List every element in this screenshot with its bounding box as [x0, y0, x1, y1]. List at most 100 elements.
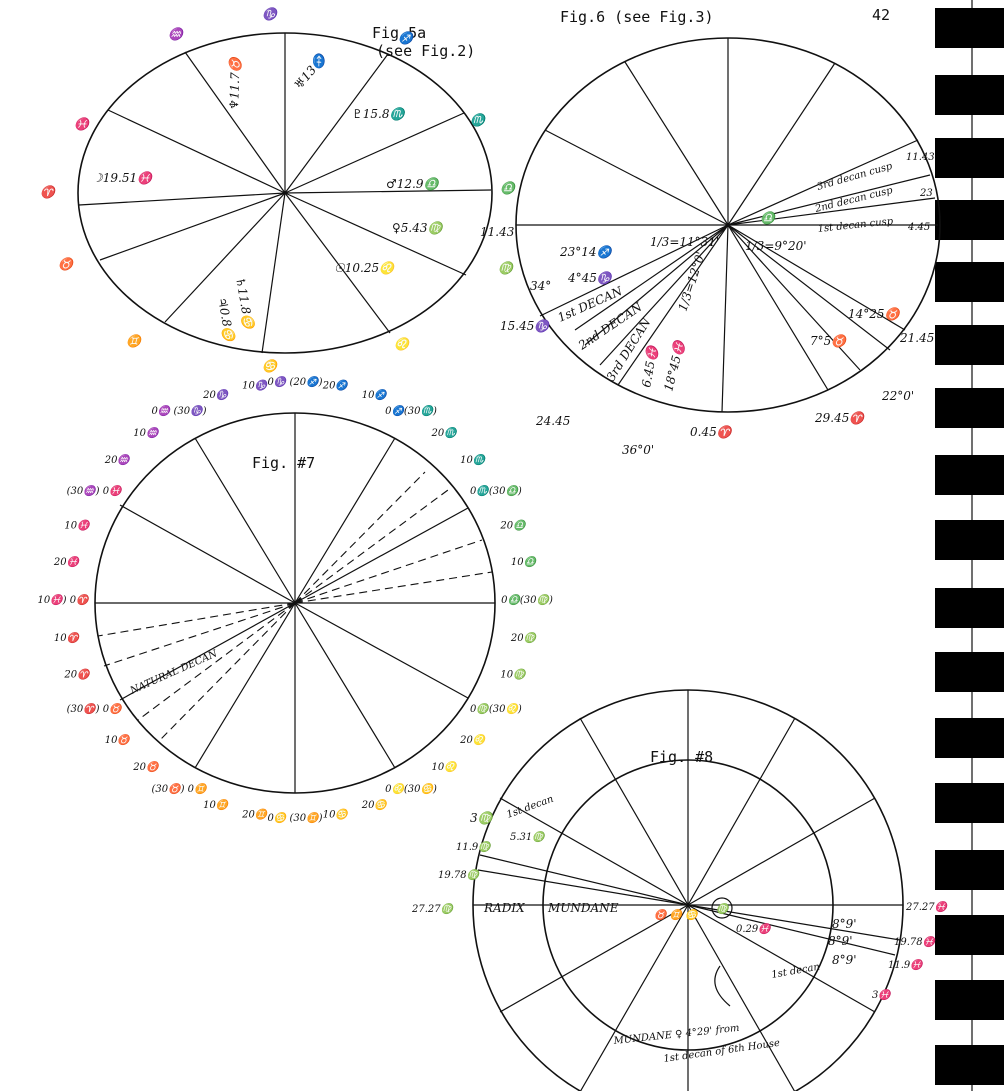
fig6-pisces-2: 18°45♓	[661, 337, 688, 392]
fig7-ring-label: 20♋	[361, 798, 390, 811]
fig7-ring-label: 10♓) 0♈	[37, 593, 91, 606]
fig6-36: 36°0'	[622, 443, 654, 457]
fig6-third-3: 1/3=9°20'	[745, 239, 807, 253]
fig7-ring-label: 20♎	[499, 518, 528, 531]
fig5a-spokes	[78, 33, 492, 354]
fig7-ring-label: 0♑ (20♐)	[268, 375, 323, 388]
fig6-cusp-2445: 24.45	[535, 414, 570, 428]
fig6-445: 11.43	[906, 152, 935, 163]
page-number: 42	[872, 6, 890, 24]
fig5a-saturn: ♄11.8♋	[233, 276, 256, 332]
fig8-chart: Fig. #8 3♍ 1st decan 11.9♍ 5.31♍ 19.78♍ …	[411, 689, 950, 1091]
fig7-ring-label: 20♑	[202, 388, 231, 401]
fig8-119-virgo: 11.9♍	[456, 840, 493, 853]
fig6-title: Fig.6 (see Fig.3)	[560, 8, 714, 26]
fig7-ring-label: 10♓	[64, 518, 92, 531]
fig5a-sign-pisces: ♓	[74, 117, 91, 131]
fig7-ring-label: 20♏	[431, 426, 460, 439]
fig7-ring-label: 20♊	[241, 808, 270, 821]
fig6-angle: 34°	[530, 279, 551, 293]
fig7-ring-label: 10♎	[511, 555, 539, 568]
fig7-ring-label: 20♐	[322, 378, 351, 391]
fig5a-sign-leo: ♌	[394, 337, 411, 351]
fig8-029-pisces: 0.29♓	[736, 922, 773, 935]
fig7-title: Fig. #7	[252, 454, 315, 472]
fig5a-sign-virgo: ♍	[498, 261, 515, 275]
fig6-22: 22°0'	[881, 389, 914, 403]
fig8-1978-virgo: 19.78♍	[438, 868, 482, 881]
fig7-ring-label: 20♉	[132, 760, 161, 773]
fig5a-sign-aquarius: ♒	[168, 27, 185, 41]
fig8-virgo-ring	[711, 897, 733, 919]
fig6-cap: 4°45♑	[567, 271, 614, 285]
fig7-ring-label: 10♑	[242, 378, 270, 391]
binding-strip	[935, 0, 1004, 1091]
fig8-1978-pisces: 19.78♓	[894, 935, 938, 948]
fig7-ring-label: 10♋	[323, 808, 351, 821]
fig6-chart: Fig.6 (see Fig.3) 1/3=11°31' 1/3=12°0' 1…	[480, 8, 941, 457]
fig8-2727-pisces: 27.27♓	[905, 900, 950, 913]
fig7-ring-label: (30♒) 0♓	[67, 484, 125, 497]
fig8-119-pisces: 11.9♓	[888, 958, 925, 971]
fig7-ring-label: 10♐	[362, 388, 390, 401]
fig7-ring-label: 20♌	[459, 733, 488, 746]
fig7-ring-label: 10♉	[105, 733, 133, 746]
fig8-1st-decan-top: 1st decan	[505, 794, 555, 821]
fig6-2145: 21.45	[899, 331, 934, 345]
fig8-title: Fig. #8	[650, 748, 713, 766]
fig8-89-a: 8°9'	[832, 917, 857, 931]
fig7-dashed-decans	[97, 471, 493, 741]
fig7-ring-label: 20♓	[53, 555, 82, 568]
fig6-spokes	[516, 38, 938, 413]
fig5a-venus: ♀5.43♍	[392, 221, 444, 235]
fig7-ring-label: 0♐(30♏)	[385, 404, 437, 417]
fig5a-sign-aries: ♈	[40, 185, 57, 199]
fig8-radix: RADIX	[483, 901, 525, 915]
fig5a-moon: ☽19.51♓	[92, 171, 154, 185]
fig5a-chart: Fig.5a (see Fig.2) ♑ ♒ ♓ ♈ ♉ ♊ ♋ ♌ ♍ ♎ ♏…	[40, 7, 517, 373]
fig5a-mars: ♂12.9♎	[386, 177, 440, 191]
fig8-arrow-curve	[714, 965, 731, 1007]
fig6-taurus-1: 14°25♉	[848, 307, 902, 321]
fig6-1143-left: 11.43	[480, 225, 515, 239]
fig7-natural-decan: NATURAL DECAN	[128, 648, 220, 697]
fig8-531-virgo: 5.31♍	[510, 830, 547, 843]
fig7-ring-label: 10♒	[133, 426, 161, 439]
fig5a-sign-scorpio: ♏	[470, 113, 487, 127]
fig6-taurus-2: 7°5♉	[810, 334, 848, 348]
fig7-spokes	[95, 413, 495, 793]
fig6-sag: 23°14♐	[559, 245, 614, 259]
fig5a-jupiter: ♃0.8♋	[215, 296, 237, 345]
fig8-mundane: MUNDANE	[547, 901, 619, 915]
fig6-cusp-aries: 0.45♈	[690, 425, 734, 439]
fig5a-sign-gemini: ♊	[126, 334, 143, 348]
fig8-signs-cluster: ♉ ♊ ♋	[654, 908, 700, 921]
fig7-ring-label: 10♊	[203, 798, 231, 811]
fig5a-title: Fig.5a	[372, 24, 426, 42]
fig6-third-1: 1/3=11°31'	[650, 235, 719, 249]
fig7-ring-label: 0♍(30♌)	[470, 702, 522, 715]
fig7-ring-label: 0♎(30♍)	[501, 593, 553, 606]
fig7-ring-label: 20♍	[510, 631, 539, 644]
fig5a-uranus: ♅13♐	[292, 50, 330, 92]
fig7-ring-label: 10♍	[500, 668, 528, 681]
fig8-2727-virgo: 27.27♍	[411, 902, 456, 915]
fig5a-sign-libra: ♎	[500, 181, 517, 195]
fig6-cusp-capricorn: 15.45♑	[500, 319, 551, 333]
fig5a-sun: ☉10.25♌	[334, 261, 396, 275]
fig6-2945: 29.45♈	[814, 411, 866, 425]
fig7-ring-label: 10♈	[54, 631, 82, 644]
fig5a-sign-sagittarius: ♐	[398, 31, 415, 45]
fig8-6th-house-decan: 1st decan of 6th House	[663, 1038, 781, 1065]
fig6-1143-right: 4.45	[907, 222, 930, 233]
fig6-libra: ♎	[760, 211, 777, 225]
fig7-ring-label: 10♌	[432, 760, 460, 773]
fig7-ring-label: 20♒	[104, 453, 133, 466]
fig8-89-b: 8°9'	[828, 934, 853, 948]
fig5a-ref: (see Fig.2)	[376, 42, 475, 60]
fig8-3-virgo: 3♍	[470, 811, 495, 825]
fig5a-sign-capricorn: ♑	[262, 7, 279, 21]
fig5a-neptune: ♆11.7♉	[227, 55, 243, 110]
fig7-chart: Fig. #7 NATURAL DECAN 0♑ (20♐) 20♐ 10♐ 0♐(3…	[37, 375, 553, 824]
